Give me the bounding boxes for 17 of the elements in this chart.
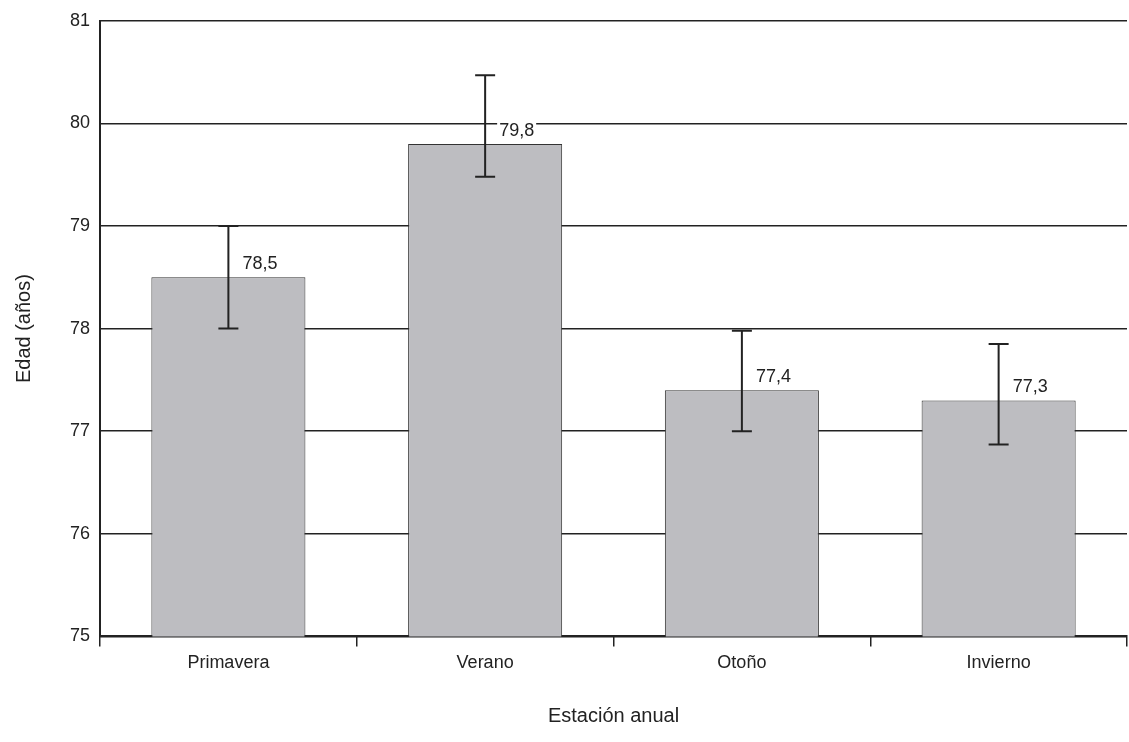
x-tick-label: Primavera [187,652,271,673]
y-tick-label: 77 [69,420,91,441]
y-tick-label: 78 [69,317,91,338]
data-label: 77,4 [755,366,791,387]
x-axis-title: Estación anual [547,703,680,726]
y-tick-label: 80 [69,112,91,133]
y-tick-label: 79 [69,214,91,235]
x-tick-label: Otoño [717,652,767,673]
y-tick-label: 76 [69,522,91,543]
data-label: 79,8 [499,119,535,140]
data-label: 78,5 [242,253,278,274]
x-tick-label: Invierno [966,652,1031,673]
x-tick-label: Verano [456,652,514,673]
y-axis-title: Edad (años) [11,274,34,384]
y-tick-label: 81 [69,9,91,30]
data-label: 77,3 [1012,376,1048,397]
y-tick-label: 75 [69,625,91,646]
